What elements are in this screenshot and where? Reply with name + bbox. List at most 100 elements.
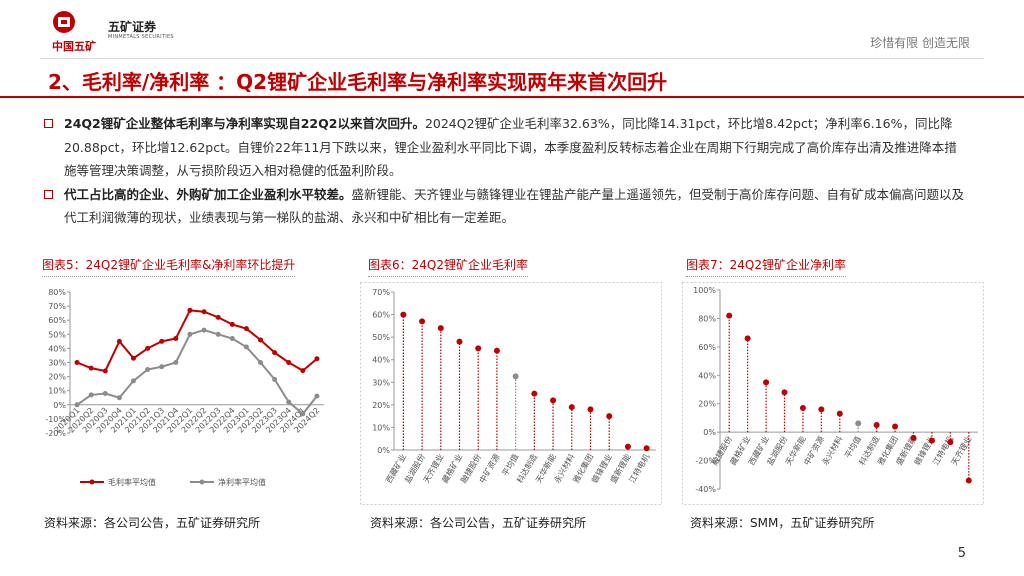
point xyxy=(116,338,122,344)
point xyxy=(187,307,193,313)
point xyxy=(314,393,320,399)
point xyxy=(88,392,94,398)
dot xyxy=(726,312,733,319)
legend-swatch xyxy=(199,479,205,485)
dot xyxy=(475,345,482,352)
x-tick-label: 平均值 xyxy=(500,452,521,478)
legend-swatch xyxy=(89,479,95,485)
point xyxy=(215,331,221,337)
legend-label: 净利率平均值 xyxy=(218,477,266,487)
divider xyxy=(40,58,984,59)
bullets: 24Q2锂矿企业整体毛利率与净利率实现自22Q2以来首次回升。2024Q2锂矿企… xyxy=(42,112,967,230)
y-tick-label: 30% xyxy=(48,359,66,368)
chart-title: 图表7：24Q2锂矿企业净利率 xyxy=(686,256,846,277)
y-tick-label: 0% xyxy=(377,446,390,455)
point xyxy=(102,391,108,397)
point xyxy=(229,336,235,342)
series-line xyxy=(76,329,318,416)
y-tick-label: 60% xyxy=(48,316,66,325)
source: 资料来源：各公司公告，五矿证券研究所 xyxy=(370,516,587,530)
y-tick-label: 80% xyxy=(698,314,716,323)
y-tick-label: 20% xyxy=(48,373,66,382)
point xyxy=(300,368,306,374)
y-tick-label: 40% xyxy=(48,344,66,353)
dot xyxy=(493,347,500,354)
point xyxy=(272,350,278,356)
bullet-text: 盛新锂能、天齐锂业与赣锋锂业在锂盐产能产量上遥遥领先，但受制于高价库存问题、自有… xyxy=(64,186,965,226)
y-tick-label: 10% xyxy=(372,423,390,432)
y-tick-label: 10% xyxy=(48,387,66,396)
dot xyxy=(568,404,575,411)
point xyxy=(74,402,80,408)
y-tick-label: 80% xyxy=(48,288,66,297)
legend-label: 毛利率平均值 xyxy=(108,477,156,487)
y-tick-label: 40% xyxy=(372,356,390,365)
dot xyxy=(587,406,594,413)
y-tick-label: -40% xyxy=(695,485,716,494)
brand-en: MINMETALS SECURITIES xyxy=(108,34,174,40)
divider xyxy=(0,96,1024,98)
page-number: 5 xyxy=(957,546,966,561)
dot xyxy=(781,389,788,396)
y-tick-label: 0% xyxy=(703,428,716,437)
point xyxy=(131,355,136,361)
dot xyxy=(437,325,444,332)
dot xyxy=(910,434,917,441)
y-tick-label: -10% xyxy=(45,415,66,424)
dot xyxy=(928,437,935,444)
point xyxy=(88,365,94,371)
y-tick-label: 70% xyxy=(372,288,390,297)
dot xyxy=(606,413,613,420)
y-tick-label: 70% xyxy=(48,302,66,311)
bullet-bold: 代工占比高的企业、外购矿加工企业盈利水平较差。 xyxy=(64,186,352,202)
point xyxy=(314,356,320,362)
series-line xyxy=(76,309,318,373)
dot xyxy=(400,311,407,318)
point xyxy=(187,331,193,337)
point xyxy=(243,326,249,332)
y-tick-label: -20% xyxy=(45,429,66,438)
point xyxy=(286,360,292,365)
point xyxy=(229,321,235,327)
chart: -40%-20%0%20%40%60%80%100%融捷股份藏格矿业西藏矿业盐湖… xyxy=(682,282,984,505)
bullet-text: 2024Q2锂矿企业毛利率32.63%，同比降14.31pct，环比增8.42p… xyxy=(64,116,957,178)
dot xyxy=(799,404,806,411)
y-tick-label: 50% xyxy=(48,330,66,339)
y-tick-label: 20% xyxy=(372,401,390,410)
point xyxy=(258,360,263,365)
point xyxy=(215,314,221,320)
x-tick-label: 平均值 xyxy=(842,434,863,460)
bullet: 代工占比高的企业、外购矿加工企业盈利水平较差。盛新锂能、天齐锂业与赣锋锂业在锂盐… xyxy=(42,183,967,230)
logo-text: 中国五矿 xyxy=(52,40,96,53)
y-tick-label: 0% xyxy=(53,401,66,410)
dot xyxy=(763,379,770,386)
point xyxy=(300,411,306,417)
point xyxy=(131,378,136,384)
y-tick-label: -20% xyxy=(695,457,716,466)
point xyxy=(74,360,80,365)
frame xyxy=(360,282,662,505)
y-tick-label: 100% xyxy=(693,286,716,295)
dot xyxy=(947,439,954,446)
brand: 五矿证券 xyxy=(108,20,157,34)
chart-title: 图表5：24Q2锂矿企业毛利率&净利率环比提升 xyxy=(42,256,296,277)
point xyxy=(286,399,292,405)
dot xyxy=(624,443,631,450)
y-tick-label: 60% xyxy=(372,311,390,320)
point xyxy=(201,309,207,315)
dot xyxy=(456,338,463,345)
point xyxy=(173,336,179,342)
slide-title: 2、毛利率/净利率 ：Q2锂矿企业毛利率与净利率实现两年来首次回升 xyxy=(48,70,668,94)
point xyxy=(201,327,207,333)
point xyxy=(159,338,165,344)
y-tick-label: 20% xyxy=(698,400,716,409)
dot xyxy=(965,477,972,484)
chart: -20%-10%0%10%20%30%40%50%60%70%80%2020Q1… xyxy=(45,288,324,487)
y-tick-label: 50% xyxy=(372,333,390,342)
y-tick-label: 30% xyxy=(372,378,390,387)
point xyxy=(145,367,151,373)
chart: 0%10%20%30%40%50%60%70%西藏矿业盐湖股份天齐锂业藏格矿业融… xyxy=(360,282,662,505)
dot xyxy=(531,390,538,397)
source: 资料来源：SMM，五矿证券研究所 xyxy=(690,516,875,530)
